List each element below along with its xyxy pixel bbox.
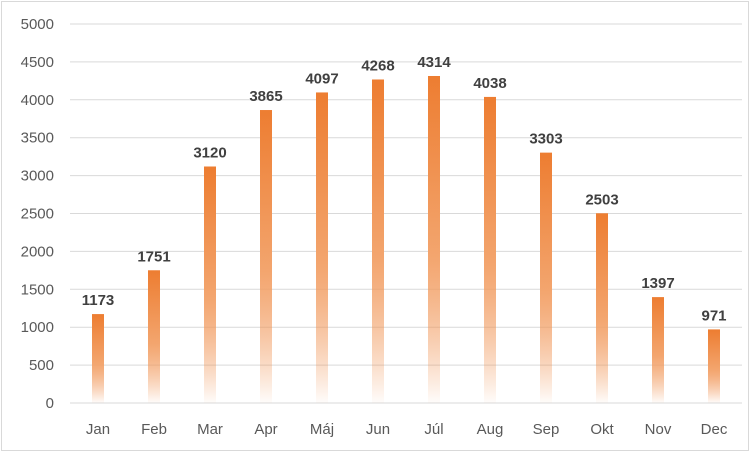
- x-tick-label: Apr: [254, 421, 277, 438]
- y-tick-label: 4000: [21, 92, 54, 109]
- bar: [540, 152, 552, 403]
- y-tick-label: 500: [29, 357, 54, 374]
- data-label: 3865: [249, 88, 282, 105]
- data-label: 4097: [305, 70, 338, 87]
- bar: [204, 166, 216, 403]
- data-label: 1397: [641, 275, 674, 292]
- y-axis-ticks: 0 500 1000 1500 2000 2500 3000 3500 4000 4500 5000: [21, 16, 54, 412]
- bar: [148, 270, 160, 403]
- x-tick-label: Jan: [86, 421, 110, 438]
- bar: [652, 297, 664, 403]
- bar: [372, 79, 384, 404]
- bar: [260, 110, 272, 404]
- y-tick-label: 1000: [21, 319, 54, 336]
- bar: [596, 213, 608, 403]
- data-label: 2503: [585, 191, 618, 208]
- x-tick-label: Sep: [533, 421, 560, 438]
- x-tick-label: Jun: [366, 421, 390, 438]
- data-label: 4314: [417, 54, 451, 71]
- y-tick-label: 4500: [21, 54, 54, 71]
- data-label: 3120: [193, 145, 226, 162]
- x-tick-label: Nov: [645, 421, 672, 438]
- bar: [92, 314, 104, 403]
- data-label: 4268: [361, 57, 394, 74]
- bar: [484, 96, 496, 403]
- y-tick-label: 2000: [21, 243, 54, 260]
- data-labels: 1173 1751 3120 3865 4097 4268 4314 4038 3303 2503…: [82, 54, 727, 324]
- y-tick-label: 2500: [21, 206, 54, 223]
- data-label: 3303: [529, 131, 562, 148]
- bar: [428, 75, 440, 403]
- y-tick-label: 3000: [21, 168, 54, 185]
- y-tick-label: 5000: [21, 16, 54, 33]
- y-tick-label: 1500: [21, 281, 54, 298]
- bar: [316, 92, 328, 404]
- x-tick-label: Mar: [197, 421, 223, 438]
- x-tick-label: Júl: [424, 421, 443, 438]
- data-label: 1173: [82, 292, 115, 309]
- bars: [92, 75, 720, 404]
- x-tick-label: Dec: [701, 421, 728, 438]
- bar: [708, 329, 720, 403]
- data-label: 1751: [137, 248, 170, 265]
- data-label: 4038: [473, 75, 506, 92]
- data-label: 971: [701, 307, 726, 324]
- x-tick-label: Máj: [310, 421, 334, 438]
- x-axis-ticks: Jan Feb Mar Apr Máj Jun Júl Aug Sep Okt Nov Dec: [86, 421, 728, 438]
- y-tick-label: 3500: [21, 130, 54, 147]
- y-tick-label: 0: [46, 395, 54, 412]
- x-tick-label: Okt: [590, 421, 614, 438]
- x-tick-label: Aug: [477, 421, 504, 438]
- x-tick-label: Feb: [141, 421, 167, 438]
- gridlines: [70, 23, 742, 404]
